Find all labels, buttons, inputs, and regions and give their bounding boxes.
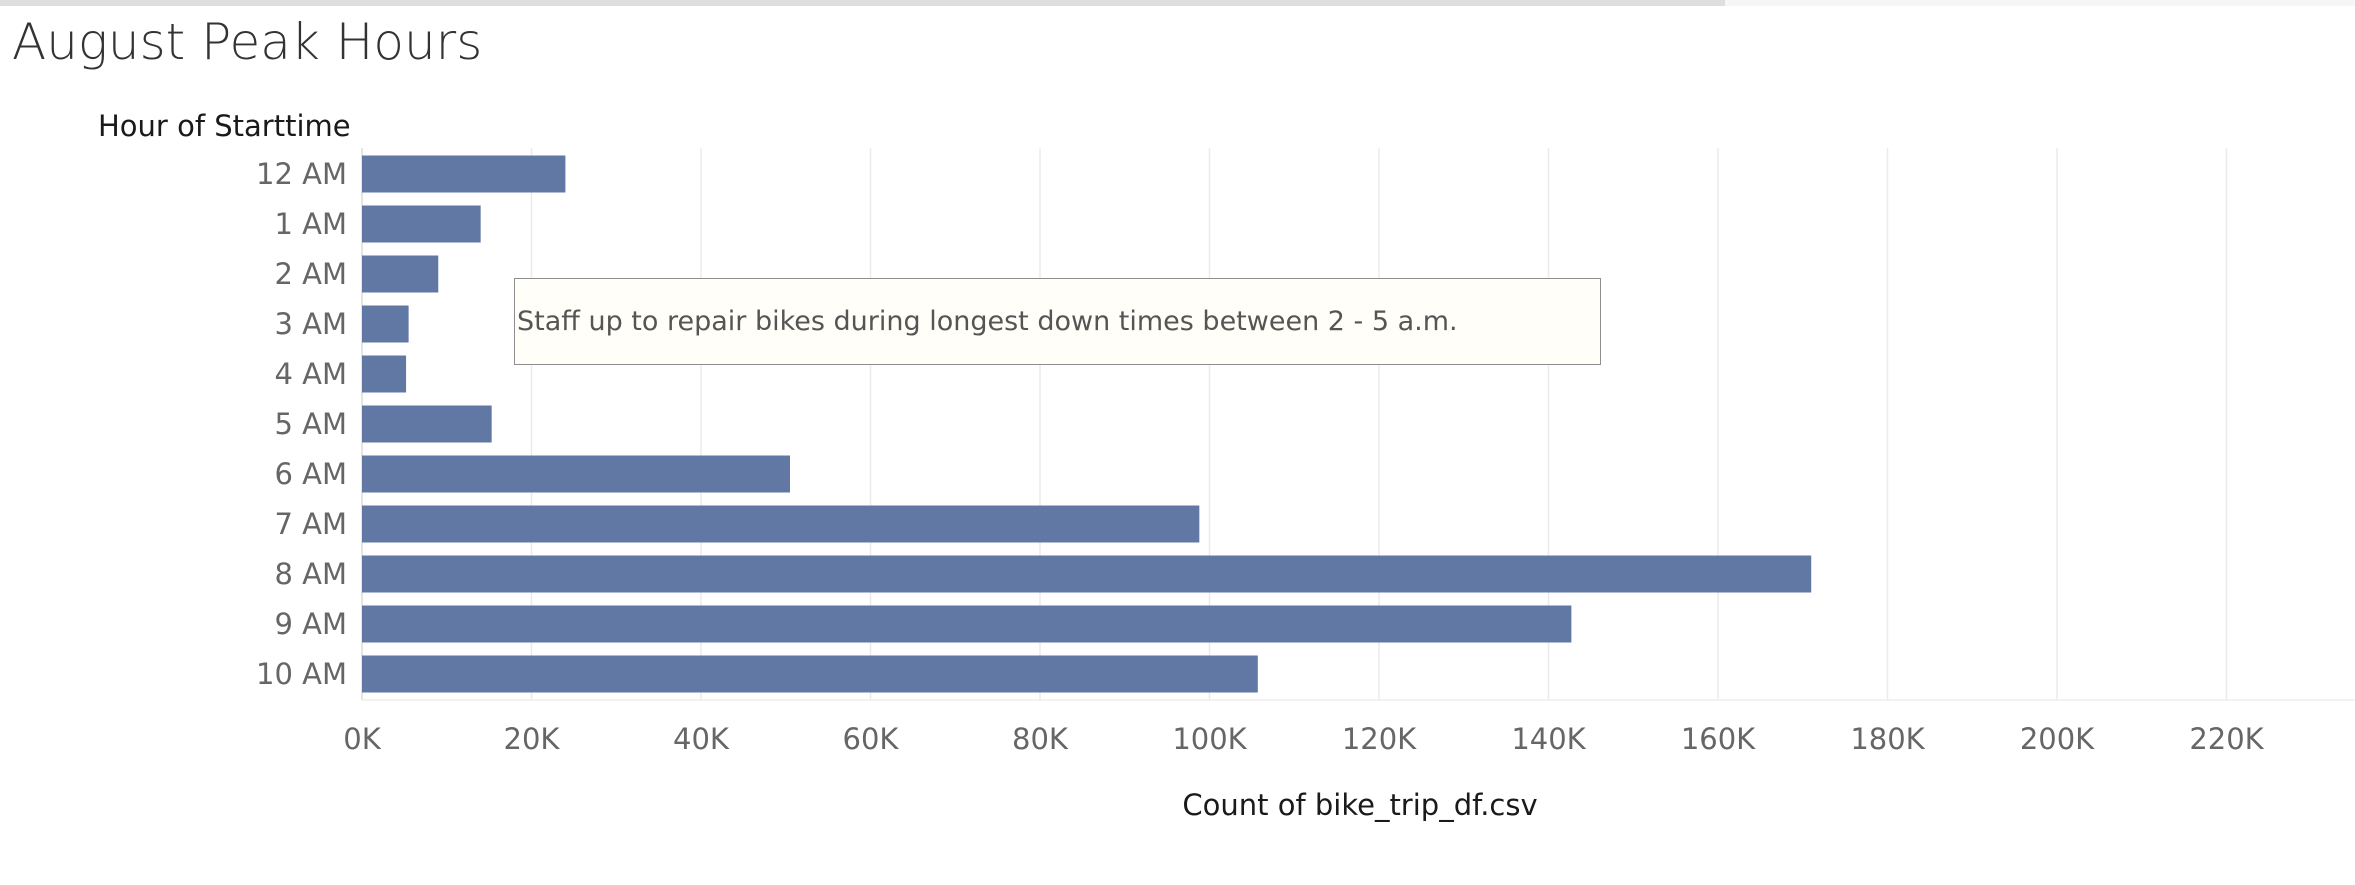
loading-bar-fill xyxy=(0,0,1725,6)
x-tick-label: 200K xyxy=(2020,722,2095,756)
bar-5-am[interactable] xyxy=(362,405,492,443)
x-tick-label: 40K xyxy=(673,722,730,756)
bar-7-am[interactable] xyxy=(362,505,1200,543)
x-tick-label: 220K xyxy=(2189,722,2264,756)
y-tick-label: 12 AM xyxy=(256,157,347,191)
page-title: August Peak Hours xyxy=(12,13,483,71)
bar-12-am[interactable] xyxy=(362,155,566,193)
bars xyxy=(362,155,1812,693)
bar-3-am[interactable] xyxy=(362,305,409,343)
annotation-box: Staff up to repair bikes during longest … xyxy=(514,278,1601,365)
annotation-text: Staff up to repair bikes during longest … xyxy=(517,306,1458,337)
bar-2-am[interactable] xyxy=(362,255,439,293)
bar-10-am[interactable] xyxy=(362,655,1258,693)
x-tick-label: 80K xyxy=(1012,722,1069,756)
y-tick-label: 10 AM xyxy=(256,657,347,691)
bar-1-am[interactable] xyxy=(362,205,481,243)
y-tick-label: 5 AM xyxy=(274,407,347,441)
y-tick-labels: 12 AM 1 AM 2 AM 3 AM 4 AM 5 AM 6 AM 7 AM 8 AM 9 A… xyxy=(256,157,347,691)
y-axis-title: Hour of Starttime xyxy=(98,109,351,143)
loading-bar-track xyxy=(0,0,2355,6)
x-tick-labels: 0K 20K 40K 60K 80K 100K 120K 140K 160K 180K 200K 22… xyxy=(343,722,2264,756)
y-tick-label: 7 AM xyxy=(274,507,347,541)
y-tick-label: 6 AM xyxy=(274,457,347,491)
x-tick-label: 160K xyxy=(1681,722,1756,756)
y-tick-label: 4 AM xyxy=(274,357,347,391)
x-tick-label: 100K xyxy=(1172,722,1247,756)
y-tick-label: 2 AM xyxy=(274,257,347,291)
bar-8-am[interactable] xyxy=(362,555,1812,593)
y-tick-label: 8 AM xyxy=(274,557,347,591)
x-tick-label: 20K xyxy=(504,722,561,756)
y-tick-label: 3 AM xyxy=(274,307,347,341)
x-tick-label: 60K xyxy=(843,722,900,756)
y-tick-label: 1 AM xyxy=(274,207,347,241)
y-tick-label: 9 AM xyxy=(274,607,347,641)
x-tick-label: 180K xyxy=(1850,722,1925,756)
x-tick-label: 0K xyxy=(343,722,381,756)
bar-4-am[interactable] xyxy=(362,355,407,393)
x-tick-label: 140K xyxy=(1511,722,1586,756)
bar-9-am[interactable] xyxy=(362,605,1572,643)
x-tick-label: 120K xyxy=(1342,722,1417,756)
bar-6-am[interactable] xyxy=(362,455,790,493)
